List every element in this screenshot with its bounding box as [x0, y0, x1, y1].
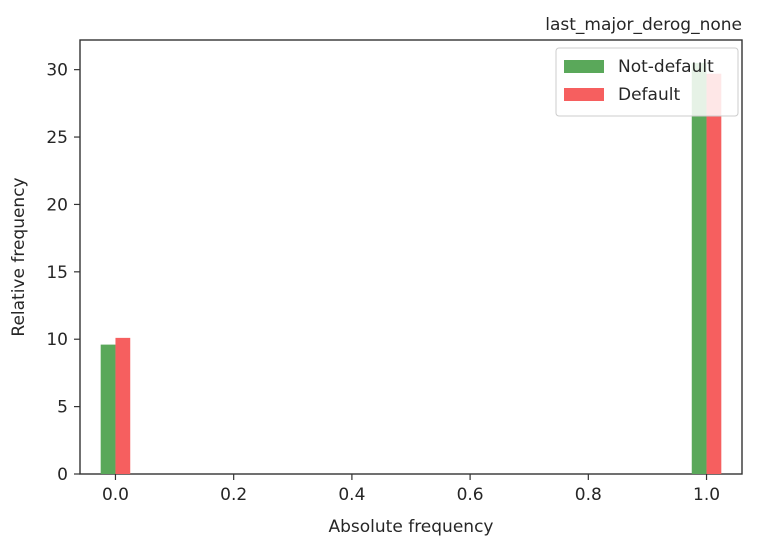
x-axis: 0.0 0.2 0.4 0.6 0.8 1.0 — [102, 474, 720, 505]
bar-not-default-1 — [691, 62, 707, 474]
bar-default-1 — [706, 73, 722, 475]
chart-title: last_major_derog_none — [545, 15, 742, 35]
bars-group — [100, 62, 722, 475]
y-tick-label: 5 — [57, 398, 68, 418]
y-tick-label: 0 — [57, 465, 68, 485]
y-tick-label: 15 — [46, 263, 68, 283]
plot-area — [79, 39, 743, 475]
plot-frame — [79, 39, 743, 475]
legend: Not-default Default — [555, 47, 739, 117]
x-tick-label: 0.6 — [457, 485, 484, 505]
x-tick-label: 0.2 — [220, 485, 247, 505]
bar-not-default-0 — [100, 344, 116, 474]
x-tick-label: 0.8 — [575, 485, 602, 505]
x-tick-label: 0.4 — [338, 485, 365, 505]
bar-default-0 — [115, 337, 131, 474]
y-tick-label: 25 — [46, 128, 68, 148]
y-axis-label: Relative frequency — [9, 177, 29, 336]
legend-swatch-default — [564, 88, 604, 101]
x-tick-label: 1.0 — [693, 485, 720, 505]
x-tick-label: 0.0 — [102, 485, 129, 505]
y-tick-label: 30 — [46, 61, 68, 81]
x-axis-label: Absolute frequency — [329, 517, 494, 537]
legend-swatch-not-default — [564, 60, 604, 73]
y-axis: 0 5 10 15 20 25 30 — [46, 61, 80, 485]
legend-label-not-default: Not-default — [618, 57, 714, 77]
y-tick-label: 10 — [46, 330, 68, 350]
legend-label-default: Default — [618, 85, 680, 105]
y-tick-label: 20 — [46, 195, 68, 215]
